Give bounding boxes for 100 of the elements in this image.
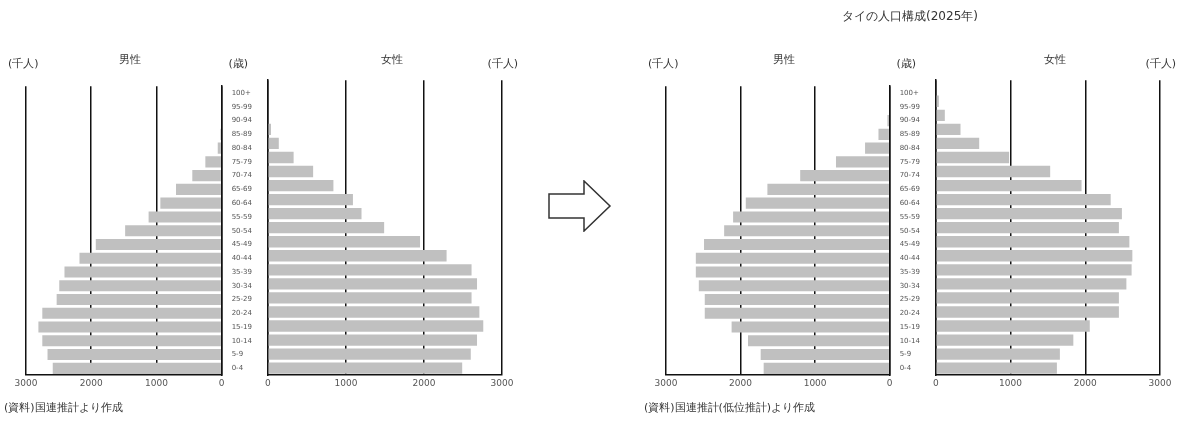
x-tick-label: 0 (218, 377, 225, 388)
bar (64, 266, 221, 278)
x-tick-label: 3000 (1148, 377, 1172, 388)
bar (268, 137, 279, 150)
y-axis-title: (歳) (228, 56, 248, 71)
text: (資料)国連推計より作成 (4, 400, 123, 415)
bar (268, 320, 484, 332)
bar (160, 197, 221, 209)
bar (936, 348, 1060, 360)
bar (268, 250, 447, 262)
bar (698, 280, 889, 292)
bar (192, 170, 221, 182)
bar (268, 236, 421, 248)
x-tick-label: 1000 (999, 377, 1023, 388)
bar (79, 252, 221, 264)
x-axis-title: (千人) (487, 56, 518, 71)
bar (936, 179, 1082, 192)
bar (936, 264, 1132, 276)
bar (125, 225, 221, 237)
bar (800, 170, 889, 182)
bar (268, 278, 478, 290)
bar (704, 238, 889, 251)
bar (695, 252, 889, 264)
bar (268, 193, 353, 206)
bar (95, 238, 221, 251)
x-axis-title: (千人) (8, 56, 39, 71)
bar (268, 264, 472, 276)
bar (268, 207, 362, 220)
bar (731, 321, 889, 333)
bar (42, 307, 221, 319)
bar (59, 280, 221, 292)
bar (268, 165, 314, 178)
bar (268, 179, 334, 192)
x-tick-label: 2000 (1073, 377, 1098, 388)
bar (52, 362, 221, 374)
x-tick-label: 1000 (803, 377, 827, 388)
x-tick-label: 0 (933, 377, 939, 388)
x-axis-title: (千人) (648, 56, 679, 71)
bar (733, 211, 889, 223)
bar (268, 306, 480, 318)
bar (704, 307, 889, 319)
bar (936, 222, 1119, 234)
bar (176, 183, 221, 195)
bar (936, 250, 1133, 262)
x-tick-label: 3000 (490, 377, 514, 388)
bar (936, 109, 945, 121)
bar (936, 165, 1051, 178)
bar (704, 293, 889, 306)
bar (748, 335, 889, 347)
bar (148, 211, 221, 223)
bar (42, 335, 221, 347)
bar (936, 320, 1090, 332)
x-tick-label: 1000 (334, 377, 358, 388)
chart-title: タイの人口構成(2025年) (842, 8, 978, 25)
y-axis-title: (歳) (896, 56, 916, 71)
x-tick-label: 0 (886, 377, 893, 388)
bar (936, 137, 980, 150)
bar (38, 321, 221, 333)
bar (936, 278, 1127, 290)
bar (878, 128, 889, 140)
x-tick-label: 2000 (79, 377, 103, 388)
bar (56, 293, 221, 306)
bar (936, 362, 1057, 374)
bar (865, 142, 889, 154)
bar (724, 225, 889, 237)
bar (936, 151, 1010, 164)
chart-subtitle: 男性 (119, 52, 141, 67)
chart-subtitle: 女性 (381, 52, 403, 67)
bar (767, 183, 889, 195)
chart-subtitle: 女性 (1044, 52, 1066, 67)
x-tick-label: 0 (265, 377, 271, 388)
bar (936, 123, 961, 136)
bar (936, 306, 1119, 318)
bar (47, 349, 221, 361)
text: (資料)国連推計(低位推計)より作成 (644, 400, 816, 415)
bar (936, 193, 1111, 206)
bar (763, 362, 889, 374)
x-tick-label: 3000 (14, 377, 38, 388)
bar (268, 151, 294, 164)
x-tick-label: 2000 (412, 377, 436, 388)
bar (745, 197, 889, 209)
bar (760, 349, 889, 361)
bar (835, 156, 889, 168)
bar (936, 292, 1119, 304)
bar (217, 142, 221, 154)
x-tick-label: 2000 (729, 377, 753, 388)
bar (268, 222, 385, 234)
chart-subtitle: 男性 (773, 52, 795, 67)
bar (936, 207, 1122, 220)
bar (268, 292, 472, 304)
bar (268, 362, 463, 374)
bar (205, 156, 221, 168)
bar (268, 334, 478, 346)
bar (695, 266, 889, 278)
bar (936, 334, 1074, 346)
bar (268, 348, 471, 360)
bar (936, 236, 1130, 248)
x-tick-label: 3000 (654, 377, 678, 388)
x-axis-title: (千人) (1145, 56, 1176, 71)
x-tick-label: 1000 (144, 377, 169, 388)
